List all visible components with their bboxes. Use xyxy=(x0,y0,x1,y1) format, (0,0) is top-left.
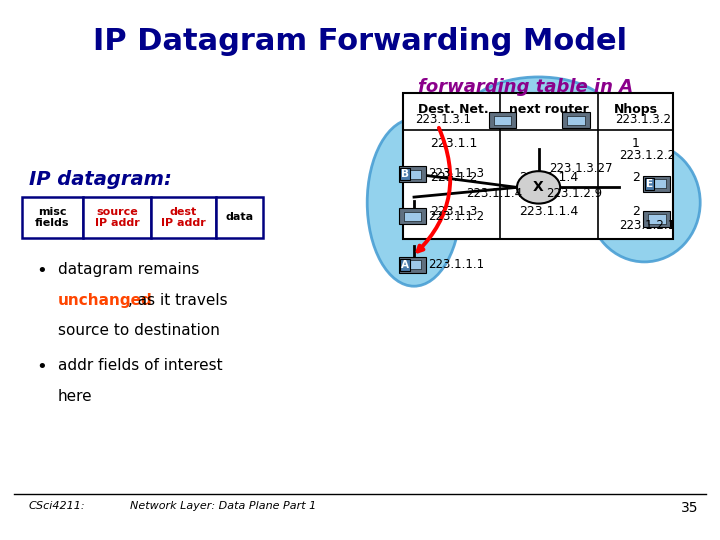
Text: next router: next router xyxy=(509,103,588,116)
Text: , as it travels: , as it travels xyxy=(128,293,228,308)
Text: 223.1.1.1: 223.1.1.1 xyxy=(428,258,485,271)
FancyBboxPatch shape xyxy=(22,197,83,238)
Text: X: X xyxy=(534,180,544,194)
Text: 223.1.1.4: 223.1.1.4 xyxy=(467,187,523,200)
FancyBboxPatch shape xyxy=(83,197,151,238)
FancyBboxPatch shape xyxy=(489,112,516,128)
Ellipse shape xyxy=(367,119,461,286)
Text: IP datagram:: IP datagram: xyxy=(29,170,171,189)
FancyBboxPatch shape xyxy=(648,179,665,188)
Text: B: B xyxy=(401,169,410,179)
Text: forwarding table in A: forwarding table in A xyxy=(418,78,633,96)
Text: source to destination: source to destination xyxy=(58,323,220,339)
Text: datagram remains: datagram remains xyxy=(58,262,199,277)
FancyBboxPatch shape xyxy=(562,112,590,128)
Text: unchanged: unchanged xyxy=(58,293,153,308)
FancyBboxPatch shape xyxy=(399,256,426,273)
Text: •: • xyxy=(36,358,47,376)
Text: misc
fields: misc fields xyxy=(35,206,69,228)
Text: 223.1.3.1: 223.1.3.1 xyxy=(415,113,472,126)
FancyBboxPatch shape xyxy=(648,214,665,224)
Text: 223.1.1: 223.1.1 xyxy=(430,137,477,150)
FancyBboxPatch shape xyxy=(216,197,263,238)
FancyBboxPatch shape xyxy=(399,166,426,182)
Circle shape xyxy=(517,171,560,204)
Text: Nhops: Nhops xyxy=(613,103,658,116)
Text: 223.1.3: 223.1.3 xyxy=(430,205,477,218)
Text: IP Datagram Forwarding Model: IP Datagram Forwarding Model xyxy=(93,27,627,56)
Text: 223.1.3.2: 223.1.3.2 xyxy=(616,113,672,126)
FancyBboxPatch shape xyxy=(643,211,670,227)
FancyBboxPatch shape xyxy=(404,170,421,179)
Text: 223.1.2.1: 223.1.2.1 xyxy=(619,219,675,232)
FancyBboxPatch shape xyxy=(643,176,670,192)
Text: 223.1.2.9: 223.1.2.9 xyxy=(546,187,602,200)
Text: Network Layer: Data Plane Part 1: Network Layer: Data Plane Part 1 xyxy=(130,501,316,511)
Text: 1: 1 xyxy=(632,137,639,150)
Text: 2: 2 xyxy=(632,205,639,218)
Text: addr fields of interest: addr fields of interest xyxy=(58,358,222,373)
Text: 223.1.2.2: 223.1.2.2 xyxy=(619,149,675,162)
FancyBboxPatch shape xyxy=(399,208,426,224)
Text: CSci4211:: CSci4211: xyxy=(29,501,86,511)
Text: 223.1.2: 223.1.2 xyxy=(430,171,477,184)
Ellipse shape xyxy=(589,143,700,262)
Text: 223.1.1.2: 223.1.1.2 xyxy=(428,210,485,222)
Text: Dest. Net.: Dest. Net. xyxy=(418,103,489,116)
Text: source
IP addr: source IP addr xyxy=(94,206,140,228)
Text: 223.1.1.4: 223.1.1.4 xyxy=(519,205,578,218)
Text: 2: 2 xyxy=(632,171,639,184)
FancyBboxPatch shape xyxy=(494,116,511,125)
Text: 223.1.3.27: 223.1.3.27 xyxy=(549,162,612,175)
Text: here: here xyxy=(58,389,92,404)
Text: •: • xyxy=(36,262,47,280)
Text: 35: 35 xyxy=(681,501,698,515)
Text: dest
IP addr: dest IP addr xyxy=(161,206,206,228)
Text: 223.1.1.4: 223.1.1.4 xyxy=(519,171,578,184)
Text: 223.1.1.3: 223.1.1.3 xyxy=(428,167,485,180)
FancyBboxPatch shape xyxy=(404,260,421,269)
Text: A: A xyxy=(401,260,410,269)
FancyBboxPatch shape xyxy=(567,116,585,125)
Text: data: data xyxy=(225,212,253,222)
FancyBboxPatch shape xyxy=(404,212,421,221)
Text: E: E xyxy=(646,179,653,188)
FancyBboxPatch shape xyxy=(403,93,673,239)
Ellipse shape xyxy=(463,77,614,161)
FancyBboxPatch shape xyxy=(151,197,216,238)
